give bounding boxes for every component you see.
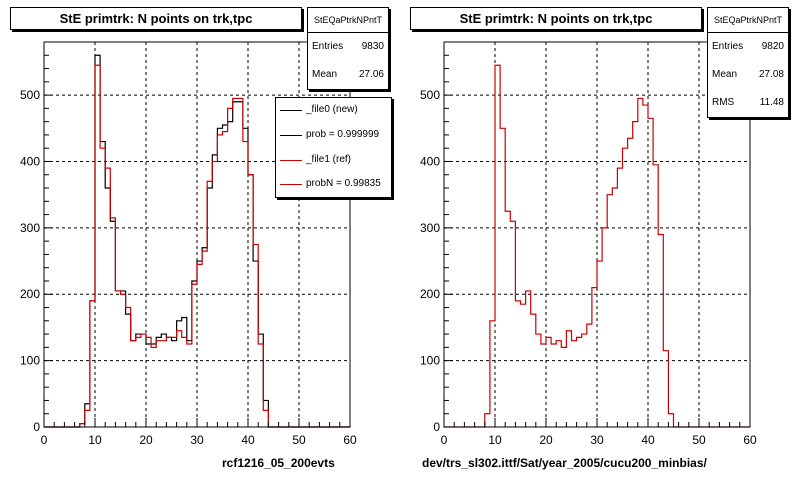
stats-value: 27.06 — [358, 69, 384, 80]
x-tick-label: 50 — [692, 433, 706, 447]
right-stats-box: StEQaPtrkNPntT Entries 9820 Mean 27.08 R… — [707, 7, 789, 118]
legend-label: probN = 0.99835 — [306, 178, 381, 190]
y-tick-label: 400 — [20, 154, 40, 168]
x-tick-label: 60 — [743, 433, 757, 447]
x-tick-label: 40 — [241, 433, 255, 447]
stats-name: StEQaPtrkNPntT — [708, 8, 788, 33]
legend-label: _file0 (new) — [306, 104, 358, 115]
legend-swatch — [280, 110, 302, 111]
stats-label: Mean — [312, 69, 338, 80]
right-footer-label: dev/trs_sl302.ittf/Sat/year_2005/cucu200… — [422, 456, 707, 470]
legend-entry: _file0 (new) — [276, 98, 391, 123]
y-tick-label: 400 — [420, 154, 440, 168]
stats-value: 11.48 — [759, 97, 784, 108]
x-tick-label: 0 — [41, 433, 48, 447]
stats-label: Entries — [712, 41, 744, 52]
x-tick-label: 60 — [343, 433, 357, 447]
x-tick-label: 20 — [139, 433, 153, 447]
legend-swatch — [280, 134, 302, 136]
x-tick-label: 40 — [641, 433, 655, 447]
x-tick-label: 10 — [488, 433, 502, 447]
stats-label: Entries — [312, 41, 344, 52]
legend-swatch — [280, 184, 302, 186]
y-tick-label: 300 — [20, 221, 40, 235]
stats-name: StEQaPtrkNPntT — [308, 8, 388, 33]
stats-row-entries: Entries 9830 — [308, 33, 388, 61]
legend-box: _file0 (new) prob = 0.999999 _file1 (ref… — [275, 97, 392, 198]
stats-value: 9820 — [761, 41, 784, 52]
left-histogram: 0 10 20 30 40 50 60 0 100 200 300 400 500 — [20, 41, 357, 447]
x-tick-label: 30 — [190, 433, 204, 447]
stats-row-mean: Mean 27.06 — [308, 61, 388, 89]
legend-entry: _file1 (ref) — [276, 148, 391, 173]
legend-swatch — [280, 159, 302, 161]
x-tick-label: 20 — [539, 433, 553, 447]
stats-row-mean: Mean 27.08 — [708, 61, 788, 89]
legend-entry: prob = 0.999999 — [276, 123, 391, 148]
legend-entry: probN = 0.99835 — [276, 172, 391, 197]
left-title: StE primtrk: N points on trk,tpc — [10, 7, 302, 30]
stats-row-rms: RMS 11.48 — [708, 89, 788, 117]
x-tick-label: 0 — [441, 433, 448, 447]
histogram-series — [444, 64, 750, 428]
right-panel: 0 10 20 30 40 50 60 0 100 200 300 400 500 StE primtr… — [400, 0, 800, 480]
stats-value: 9830 — [361, 41, 384, 52]
legend-label: _file1 (ref) — [306, 153, 352, 165]
y-tick-label: 100 — [20, 354, 40, 368]
stats-value: 27.08 — [758, 69, 784, 80]
y-tick-label: 100 — [420, 354, 440, 368]
right-histogram: 0 10 20 30 40 50 60 0 100 200 300 400 500 — [420, 41, 757, 447]
stats-label: Mean — [712, 69, 738, 80]
x-tick-label: 50 — [292, 433, 306, 447]
y-tick-label: 500 — [20, 88, 40, 102]
y-tick-label: 0 — [433, 420, 440, 434]
left-panel: 0 10 20 30 40 50 60 0 100 200 300 400 500 StE primtr… — [10, 7, 392, 470]
left-footer-label: rcf1216_05_200evts — [222, 456, 335, 470]
stats-label: RMS — [712, 97, 735, 108]
y-tick-label: 500 — [420, 88, 440, 102]
right-title: StE primtrk: N points on trk,tpc — [410, 7, 702, 30]
y-tick-label: 0 — [33, 420, 40, 434]
legend-label: prob = 0.999999 — [306, 128, 380, 140]
y-tick-label: 300 — [420, 221, 440, 235]
left-stats-box: StEQaPtrkNPntT Entries 9830 Mean 27.06 — [307, 7, 389, 90]
x-tick-label: 10 — [88, 433, 102, 447]
stats-row-entries: Entries 9820 — [708, 33, 788, 61]
y-tick-label: 200 — [20, 287, 40, 301]
x-tick-label: 30 — [590, 433, 604, 447]
y-tick-label: 200 — [420, 287, 440, 301]
